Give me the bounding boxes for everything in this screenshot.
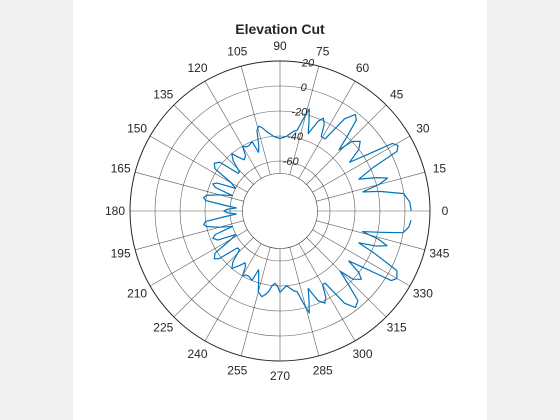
angle-spoke <box>135 171 244 202</box>
polar-grid <box>129 60 431 362</box>
angle-spoke <box>312 229 411 287</box>
r-tick-labels: -60 -40 -20 0 20 <box>283 57 315 167</box>
r-tick-label: 0 <box>301 82 308 94</box>
angle-spoke <box>289 66 320 175</box>
theta-tick-label: 60 <box>356 61 370 75</box>
theta-tick-label: 255 <box>227 363 247 377</box>
theta-tick-label: 315 <box>387 321 407 335</box>
theta-tick-label: 195 <box>111 247 131 261</box>
angle-spoke <box>298 243 356 342</box>
angle-spoke <box>173 104 254 185</box>
theta-tick-label: 0 <box>442 204 449 218</box>
theta-tick-label: 30 <box>416 122 430 136</box>
theta-tick-label: 150 <box>127 122 147 136</box>
series-line <box>203 108 412 314</box>
angle-spoke <box>316 171 425 202</box>
theta-tick-label: 210 <box>127 287 147 301</box>
angle-spoke <box>173 237 254 318</box>
theta-tick-label: 90 <box>273 39 287 53</box>
theta-tick-label: 105 <box>227 45 247 59</box>
theta-tick-label: 135 <box>153 87 173 101</box>
series-group <box>203 108 412 314</box>
angle-spoke <box>306 237 387 318</box>
chart-title: Elevation Cut <box>235 21 325 37</box>
r-tick-label: -20 <box>291 107 308 119</box>
angle-spoke <box>204 80 262 179</box>
theta-tick-label: 15 <box>433 161 447 175</box>
r-tick-label: -40 <box>287 131 304 143</box>
theta-tick-label: 45 <box>390 87 404 101</box>
r-tick-label: 20 <box>301 57 315 69</box>
angle-spoke <box>240 66 271 175</box>
theta-tick-label: 165 <box>111 161 131 175</box>
theta-tick-label: 75 <box>316 45 330 59</box>
theta-tick-label: 240 <box>187 347 207 361</box>
theta-tick-label: 270 <box>270 369 290 383</box>
angle-spoke <box>298 80 356 179</box>
inner-hole-circle <box>242 173 318 249</box>
theta-tick-label: 300 <box>352 347 372 361</box>
r-tick-label: -60 <box>283 156 300 168</box>
theta-tick-label: 225 <box>153 321 173 335</box>
angle-spoke <box>312 135 411 193</box>
theta-tick-label: 345 <box>429 247 449 261</box>
theta-tick-label: 180 <box>105 204 125 218</box>
theta-tick-label: 120 <box>187 61 207 75</box>
theta-tick-label: 330 <box>413 287 433 301</box>
angle-spoke <box>240 247 271 356</box>
angle-spoke <box>204 243 262 342</box>
angle-spoke <box>135 220 244 251</box>
theta-tick-labels: 0 15 30 45 60 75 90 105 120 135 150 165 180 195 210 225… <box>105 39 450 383</box>
theta-tick-label: 285 <box>313 363 333 377</box>
angle-spoke <box>289 247 320 356</box>
